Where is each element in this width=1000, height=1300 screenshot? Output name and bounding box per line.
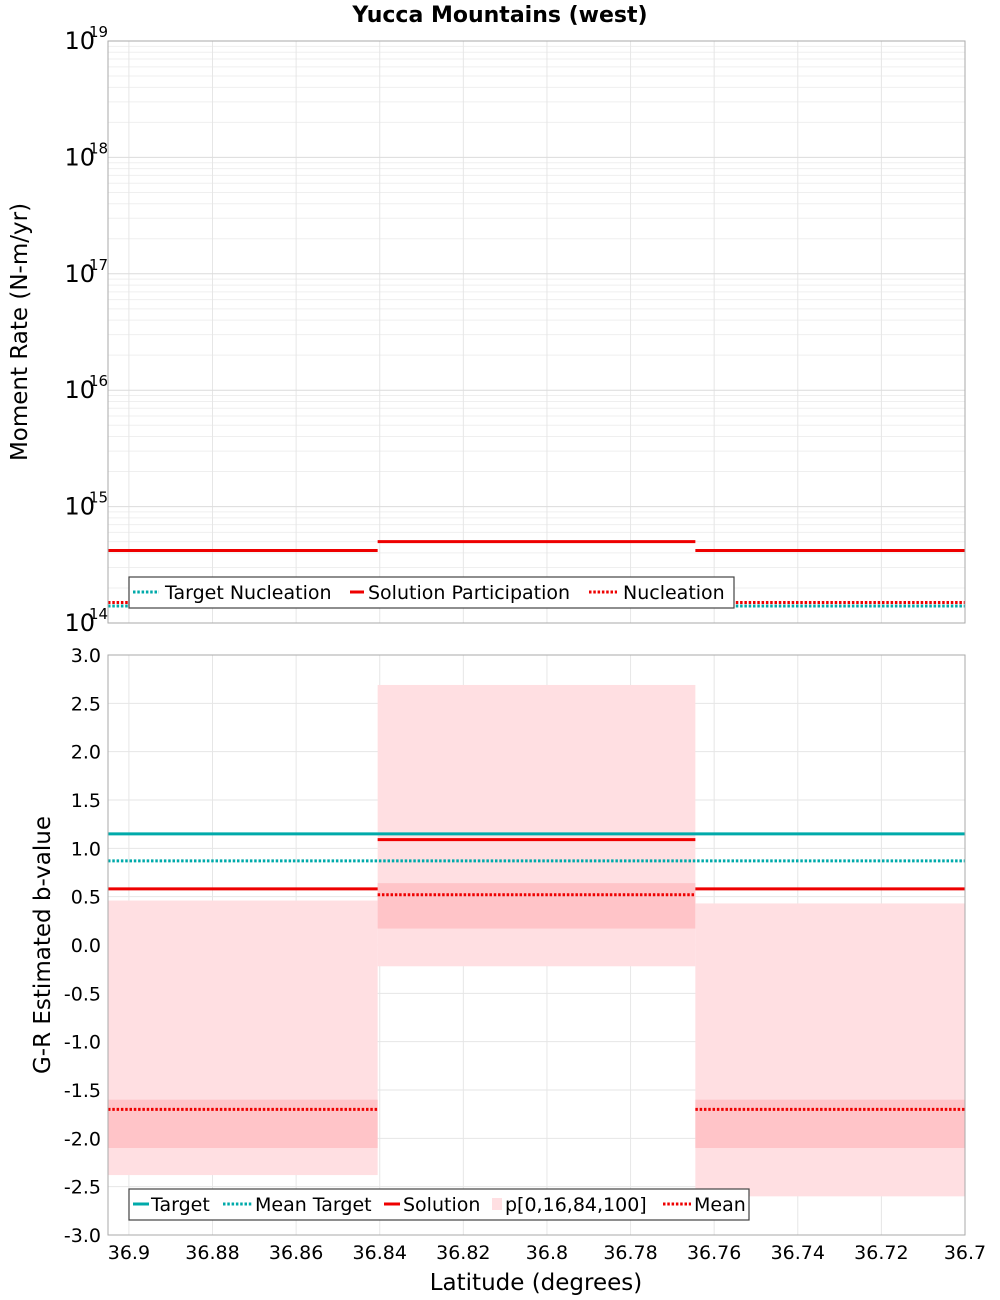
y-tick-label: -0.5 <box>64 983 101 1005</box>
y-tick-label: -1.0 <box>64 1032 101 1054</box>
y-tick-label: -2.0 <box>64 1128 101 1150</box>
x-tick-label: 36.74 <box>771 1242 825 1264</box>
y-tick-label: 3.0 <box>71 645 101 667</box>
y-tick-label: -2.5 <box>64 1177 101 1199</box>
y-tick-exponent: 15 <box>89 489 108 507</box>
legend-label: Solution <box>403 1194 480 1216</box>
y-tick-label: 10 <box>64 376 95 404</box>
legend: Target Nucleation Solution Participation N… <box>128 576 735 609</box>
legend-box <box>128 576 735 609</box>
y-tick-exponent: 17 <box>89 256 108 274</box>
y-tick-label: 2.5 <box>71 693 101 715</box>
y-tick-label: 10 <box>64 27 95 55</box>
x-tick-label: 36.76 <box>687 1242 741 1264</box>
legend: Target Mean Target Solution p[0,16,84,100] M… <box>128 1188 750 1221</box>
x-tick-label: 36.7 <box>944 1242 986 1264</box>
x-tick-label: 36.72 <box>854 1242 908 1264</box>
y-tick-label: -3.0 <box>64 1225 101 1247</box>
y-tick-label: -1.5 <box>64 1080 101 1102</box>
legend-label: Mean Target <box>255 1194 372 1216</box>
y-tick-label: 10 <box>64 260 95 288</box>
y-axis-label: G-R Estimated b-value <box>30 816 56 1074</box>
x-tick-label: 36.78 <box>603 1242 657 1264</box>
legend-label: Nucleation <box>623 582 725 604</box>
legend-label: Mean <box>694 1194 746 1216</box>
x-axis-label: Latitude (degrees) <box>430 1270 643 1296</box>
y-tick-label: 10 <box>64 493 95 521</box>
x-tick-label: 36.8 <box>526 1242 568 1264</box>
y-tick-label: 0.0 <box>71 935 101 957</box>
plot-frame <box>107 654 966 1236</box>
y-tick-exponent: 19 <box>89 23 108 41</box>
y-tick-exponent: 16 <box>89 372 108 390</box>
chart-title: Yucca Mountains (west) <box>351 3 647 28</box>
x-tick-label: 36.86 <box>269 1242 323 1264</box>
y-tick-label: 1.0 <box>71 838 101 860</box>
x-tick-label: 36.84 <box>353 1242 407 1264</box>
y-tick-label: 0.5 <box>71 887 101 909</box>
y-tick-label: 1.5 <box>71 790 101 812</box>
percentile-band-outer <box>695 903 965 1197</box>
b-value-panel: 3.0 2.5 2.0 1.5 1.0 0.5 0.0 -0.5 -1.0 -1.5 -2.0 -2.… <box>30 645 986 1296</box>
percentile-band-inner <box>695 1099 965 1148</box>
percentile-band-inner <box>377 883 696 929</box>
legend-label: Solution Participation <box>368 582 570 604</box>
x-tick-label: 36.9 <box>108 1242 150 1264</box>
y-tick-label: 10 <box>64 143 95 171</box>
x-tick-label: 36.82 <box>436 1242 490 1264</box>
legend-label: p[0,16,84,100] <box>505 1194 647 1216</box>
legend-label: Target <box>150 1194 210 1216</box>
percentile-band-inner <box>108 1099 378 1148</box>
x-tick-label: 36.88 <box>185 1242 239 1264</box>
plot-frame <box>107 40 966 624</box>
y-tick-label: 10 <box>64 609 95 637</box>
y-tick-exponent: 18 <box>89 139 108 157</box>
y-axis-label: Moment Rate (N-m/yr) <box>7 203 33 461</box>
y-tick-label: 2.0 <box>71 742 101 764</box>
legend-swatch <box>492 1198 502 1210</box>
y-tick-exponent: 14 <box>89 605 108 623</box>
legend-label: Target Nucleation <box>164 582 332 604</box>
